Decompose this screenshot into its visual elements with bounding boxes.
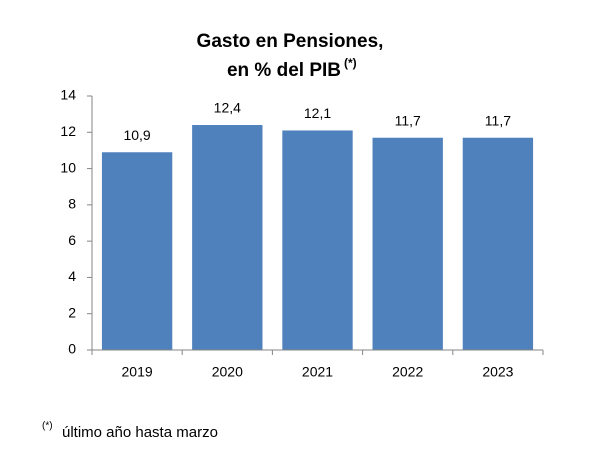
bar — [192, 125, 263, 351]
x-tick-label: 2021 — [302, 364, 333, 380]
y-tick-label: 4 — [68, 268, 76, 284]
data-label: 11,7 — [485, 112, 511, 128]
x-tick-label: 2022 — [392, 364, 423, 380]
y-tick-label: 0 — [68, 341, 76, 357]
y-tick-label: 6 — [68, 232, 76, 248]
x-tick-label: 2020 — [212, 364, 243, 380]
data-label: 11,7 — [395, 112, 421, 128]
bar — [101, 152, 173, 350]
data-label: 12,4 — [214, 100, 241, 116]
y-tick-label: 12 — [60, 123, 76, 139]
chart-title: en % del PIB — [227, 60, 341, 81]
title-marker: (*) — [344, 56, 357, 70]
footnote: último año hasta marzo — [62, 424, 218, 441]
x-tick-label: 2023 — [482, 364, 513, 380]
x-tick-label: 2019 — [122, 364, 153, 380]
bar — [462, 137, 534, 350]
y-tick-label: 10 — [60, 159, 76, 175]
chart-title: Gasto en Pensiones, — [197, 31, 384, 52]
bar — [282, 130, 353, 350]
y-tick-label: 2 — [68, 304, 76, 320]
bar — [372, 137, 443, 350]
y-tick-label: 8 — [68, 196, 76, 212]
y-tick-label: 14 — [60, 87, 76, 103]
footnote-marker: (*) — [42, 421, 53, 432]
data-label: 12,1 — [304, 105, 331, 121]
data-label: 10,9 — [123, 127, 150, 143]
